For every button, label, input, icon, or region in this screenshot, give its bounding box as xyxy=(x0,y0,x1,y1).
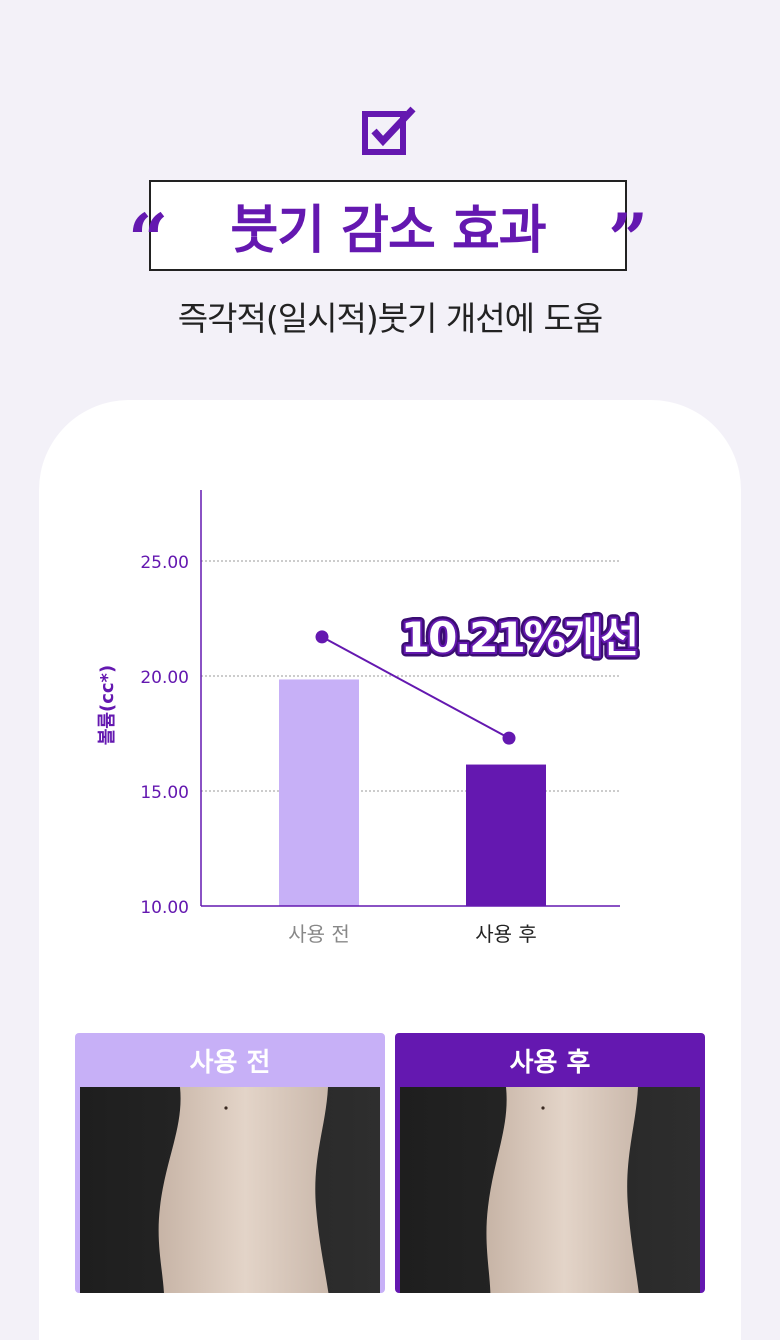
bars xyxy=(279,679,546,906)
y-tick-label: 25.00 xyxy=(140,553,189,573)
after-photo-label: 사용 후 xyxy=(509,1047,591,1078)
grid-lines xyxy=(201,560,620,792)
y-tick-label: 20.00 xyxy=(140,668,189,688)
before-leg-photo xyxy=(80,1087,380,1293)
title-frame xyxy=(149,180,627,271)
bar xyxy=(466,764,546,906)
checkbox-checked-icon xyxy=(362,106,416,155)
axes xyxy=(200,490,620,907)
open-quote-mark: “ xyxy=(128,198,169,281)
after-photo-panel: 사용 후 xyxy=(395,1033,705,1293)
y-axis-label: 볼륨(cc*) xyxy=(97,665,118,745)
bar xyxy=(279,679,359,906)
trend-point xyxy=(315,630,329,644)
after-leg-photo xyxy=(400,1087,700,1293)
page-title: 붓기 감소 효과 xyxy=(230,201,546,261)
x-tick-label: 사용 전 xyxy=(288,922,350,946)
subtitle: 즉각적(일시적)붓기 개선에 도움 xyxy=(177,299,603,338)
volume-chart: 10.00 15.00 20.00 25.00 사용 전 사용 후 볼륨(cc*) 10.21… xyxy=(97,490,644,946)
trend-line xyxy=(315,630,516,745)
y-tick-label: 10.00 xyxy=(140,898,189,918)
x-tick-label: 사용 후 xyxy=(475,922,537,946)
improvement-annotation-outline: 10.21%개선 xyxy=(401,613,637,662)
labels: 10.00 15.00 20.00 25.00 사용 전 사용 후 볼륨(cc*) 10.21… xyxy=(97,553,644,946)
improvement-annotation: 10.21%개선 xyxy=(401,613,637,662)
trend-point xyxy=(502,731,516,745)
trend-line-segment xyxy=(321,636,510,739)
close-quote-mark: ” xyxy=(608,198,649,281)
before-photo-panel: 사용 전 xyxy=(75,1033,385,1293)
before-photo-label: 사용 전 xyxy=(189,1047,271,1078)
y-tick-label: 15.00 xyxy=(140,783,189,803)
